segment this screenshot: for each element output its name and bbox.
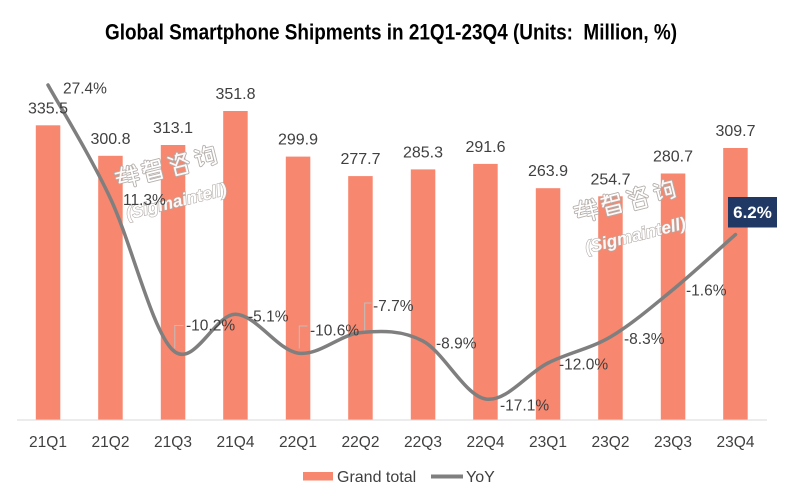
- svg-text:-5.1%: -5.1%: [248, 309, 289, 326]
- svg-text:22Q1: 22Q1: [279, 434, 317, 451]
- svg-text:-1.6%: -1.6%: [686, 283, 727, 300]
- svg-text:335.5: 335.5: [28, 100, 68, 117]
- svg-text:300.8: 300.8: [90, 131, 130, 148]
- svg-text:-8.9%: -8.9%: [436, 336, 477, 353]
- svg-text:22Q3: 22Q3: [404, 434, 442, 451]
- svg-text:21Q4: 21Q4: [217, 434, 255, 451]
- svg-text:-8.3%: -8.3%: [624, 331, 665, 348]
- svg-text:6.2%: 6.2%: [733, 203, 772, 222]
- svg-text:Grand total: Grand total: [337, 469, 416, 486]
- svg-text:22Q4: 22Q4: [467, 434, 505, 451]
- svg-text:-10.6%: -10.6%: [310, 323, 359, 340]
- svg-text:285.3: 285.3: [403, 144, 443, 161]
- svg-text:21Q1: 21Q1: [29, 434, 67, 451]
- svg-text:291.6: 291.6: [465, 139, 505, 156]
- svg-text:21Q3: 21Q3: [154, 434, 192, 451]
- svg-text:313.1: 313.1: [153, 120, 193, 137]
- svg-text:-12.0%: -12.0%: [559, 357, 608, 374]
- svg-text:YoY: YoY: [466, 469, 495, 486]
- svg-text:-10.2%: -10.2%: [186, 318, 235, 335]
- svg-text:-17.1%: -17.1%: [500, 398, 549, 415]
- svg-text:11.3%: 11.3%: [123, 192, 166, 209]
- svg-text:254.7: 254.7: [590, 171, 630, 188]
- svg-text:23Q4: 23Q4: [717, 434, 755, 451]
- svg-text:351.8: 351.8: [215, 86, 255, 103]
- svg-text:280.7: 280.7: [653, 149, 693, 166]
- svg-text:21Q2: 21Q2: [92, 434, 130, 451]
- svg-text:-7.7%: -7.7%: [373, 298, 414, 315]
- svg-text:277.7: 277.7: [340, 151, 380, 168]
- svg-text:23Q2: 23Q2: [592, 434, 630, 451]
- svg-text:309.7: 309.7: [715, 123, 755, 140]
- svg-text:22Q2: 22Q2: [342, 434, 380, 451]
- svg-text:263.9: 263.9: [528, 163, 568, 180]
- svg-text:27.4%: 27.4%: [63, 81, 107, 98]
- svg-text:299.9: 299.9: [278, 132, 318, 149]
- svg-text:Global Smartphone Shipments in: Global Smartphone Shipments in 21Q1-23Q4…: [105, 20, 677, 45]
- svg-text:23Q3: 23Q3: [654, 434, 692, 451]
- svg-text:23Q1: 23Q1: [529, 434, 567, 451]
